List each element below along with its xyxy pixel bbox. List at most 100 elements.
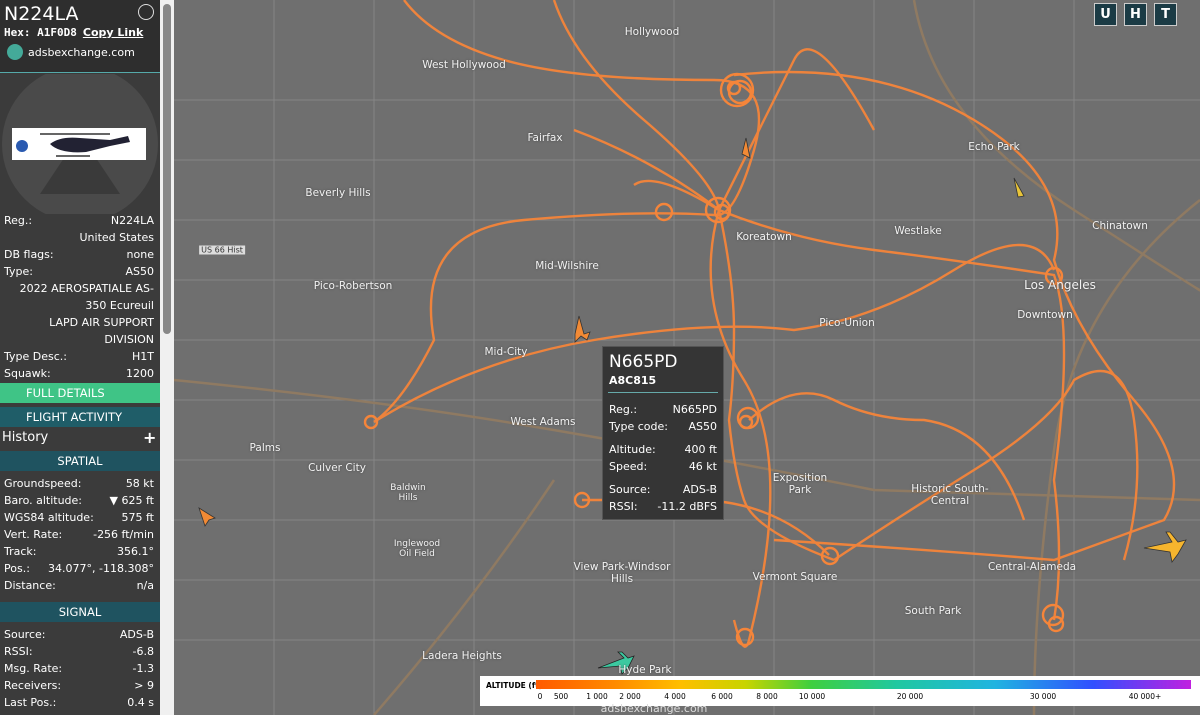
- info-row: Msg. Rate: -1.3: [0, 660, 158, 677]
- place-label: Central-Alameda: [987, 561, 1077, 573]
- row-value: United States: [79, 231, 155, 244]
- section-header: SPATIAL: [0, 451, 160, 471]
- full-details-button[interactable]: FULL DETAILS: [0, 383, 160, 403]
- hex: Hex: A1F0D8 Copy Link: [4, 26, 143, 39]
- place-label: Ladera Heights: [422, 650, 502, 662]
- map[interactable]: Hollywood West Hollywood Fairfax Beverly…: [174, 0, 1200, 715]
- spatial-table: Groundspeed: 58 kt Baro. altitude: ▼ 625 ft…: [0, 475, 158, 594]
- row-label: Source:: [4, 628, 46, 641]
- row-label: Last Pos.:: [4, 696, 57, 709]
- row-value: 46 kt: [688, 460, 717, 473]
- map-layer: [174, 0, 1200, 715]
- row-label: Squawk:: [4, 367, 51, 380]
- aircraft-photo: [2, 74, 158, 214]
- copy-link[interactable]: Copy Link: [82, 26, 144, 39]
- place-label: Exposition Park: [772, 472, 828, 496]
- row-value: -11.2 dBFS: [657, 500, 717, 513]
- legend-label: 30 000: [1029, 692, 1057, 701]
- row-label: WGS84 altitude:: [4, 511, 94, 524]
- info-row: Reg.: N224LA: [0, 212, 158, 229]
- site-link[interactable]: adsbexchange.com: [28, 46, 135, 59]
- row-value: -1.3: [132, 662, 154, 675]
- history-expand[interactable]: +: [143, 428, 157, 447]
- legend-title: ALTITUDE (ft): [486, 681, 543, 690]
- map-button[interactable]: H: [1124, 3, 1147, 26]
- row-label: DB flags:: [4, 248, 54, 261]
- history-heading[interactable]: History: [2, 430, 49, 445]
- row-value: AS50: [125, 265, 154, 278]
- site-logo: [7, 44, 23, 60]
- place-label: Fairfax: [527, 132, 563, 144]
- row-value: -6.8: [132, 645, 154, 658]
- place-label: Mid-Wilshire: [535, 260, 599, 272]
- row-value: ▼ 625 ft: [109, 494, 154, 507]
- footer: adsbexchange.com: [600, 702, 708, 715]
- row-value: 400 ft: [684, 443, 717, 456]
- info-row: Baro. altitude: ▼ 625 ft: [0, 492, 158, 509]
- info-row: DB flags: none: [0, 246, 158, 263]
- flight-activity-button[interactable]: FLIGHT ACTIVITY: [0, 407, 160, 427]
- row-value: 58 kt: [125, 477, 154, 490]
- place-label: West Adams: [510, 416, 576, 428]
- route-shield: US 66 Hist: [199, 245, 245, 255]
- info-row: Groundspeed: 58 kt: [0, 475, 158, 492]
- legend-label: 6 000: [711, 692, 733, 701]
- info-row: RSSI: -11.2 dBFS: [605, 498, 721, 515]
- place-label: Los Angeles: [1024, 278, 1096, 292]
- row-label: Track:: [4, 545, 37, 558]
- map-button[interactable]: U: [1094, 3, 1117, 26]
- place-label: Vermont Square: [752, 571, 838, 583]
- place-label: Historic South-Central: [911, 483, 989, 507]
- row-label: Baro. altitude:: [4, 494, 83, 507]
- info-row: RSSI: -6.8: [0, 643, 158, 660]
- map-button[interactable]: T: [1154, 3, 1177, 26]
- info-row: Pos.: 34.077°, -118.308°: [0, 560, 158, 577]
- place-label: West Hollywood: [422, 59, 506, 71]
- row-label: Reg.:: [609, 403, 638, 416]
- row-label: Msg. Rate:: [4, 662, 63, 675]
- place-label: Baldwin Hills: [390, 483, 426, 503]
- hex-label: Hex:: [4, 26, 31, 39]
- legend-label: 1 000: [586, 692, 608, 701]
- place-label: Hyde Park: [618, 664, 672, 676]
- row-value: ADS-B: [682, 483, 717, 496]
- info-row: Last Pos.: 0.4 s: [0, 694, 158, 711]
- info-row: WGS84 altitude: 575 ft: [0, 509, 158, 526]
- row-value: N665PD: [672, 403, 717, 416]
- row-label: Type code:: [609, 420, 668, 433]
- row-value: 575 ft: [121, 511, 154, 524]
- info-row: United States: [0, 229, 158, 246]
- info-row: Reg.: N665PD: [605, 401, 721, 418]
- info-row: Source: ADS-B: [605, 481, 721, 498]
- tooltip-hex: A8C815: [609, 374, 657, 387]
- place-label: View Park-Windsor Hills: [573, 561, 671, 585]
- tooltip-table: Reg.: N665PD Type code: AS50 Altitude: 400 ft…: [605, 401, 721, 515]
- row-value: n/a: [136, 579, 154, 592]
- info-row: Type code: AS50: [605, 418, 721, 435]
- place-label: Mid-City: [484, 346, 528, 358]
- section-header: SIGNAL: [0, 602, 160, 622]
- row-label: Receivers:: [4, 679, 62, 692]
- close-button[interactable]: [138, 4, 154, 20]
- tooltip-registration: N665PD: [609, 352, 678, 372]
- row-label: Altitude:: [609, 443, 656, 456]
- row-label: Groundspeed:: [4, 477, 82, 490]
- info-row: Receivers: > 9: [0, 677, 158, 694]
- row-label: Distance:: [4, 579, 56, 592]
- divider: [608, 392, 718, 393]
- row-label: Type:: [4, 265, 33, 278]
- scrollbar-thumb[interactable]: [163, 4, 171, 334]
- legend-label: 500: [553, 692, 569, 701]
- row-value: 34.077°, -118.308°: [48, 562, 154, 575]
- altitude-legend: ALTITUDE (ft) 0 500 1 000 2 000 4 000 6 000 8 …: [480, 676, 1200, 706]
- info-row: Squawk: 1200: [0, 365, 158, 382]
- place-label: Downtown: [1017, 309, 1073, 321]
- header: N224LA Hex: A1F0D8 Copy Link adsbexchange…: [0, 0, 160, 73]
- sidebar: N224LA Hex: A1F0D8 Copy Link adsbexchange…: [0, 0, 160, 715]
- legend-label: 10 000: [798, 692, 826, 701]
- info-row: Vert. Rate: -256 ft/min: [0, 526, 158, 543]
- info-row: Type Desc.: H1T: [0, 348, 158, 365]
- row-label: Source:: [609, 483, 651, 496]
- info-row: Source: ADS-B: [0, 626, 158, 643]
